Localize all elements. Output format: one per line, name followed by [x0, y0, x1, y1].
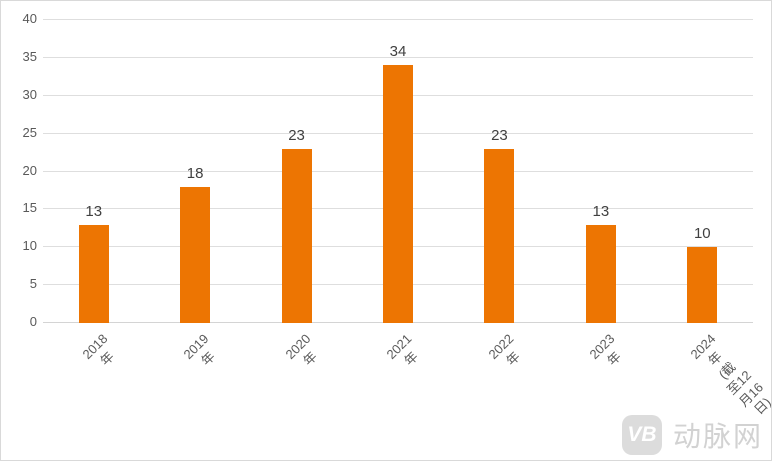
x-axis-label: 2019年: [180, 331, 219, 369]
bar-2020年: [281, 148, 312, 323]
gridline: [43, 19, 753, 20]
x-axis-label: 2021年: [383, 331, 421, 369]
y-axis-tick-label: 35: [22, 48, 37, 64]
x-axis-label: 2022年: [484, 331, 523, 369]
x-axis-label: 2020年: [282, 331, 320, 369]
bar-2023年: [585, 224, 616, 323]
gridline: [43, 56, 753, 58]
bar-value-label: 13: [592, 202, 610, 220]
bar-2019年: [180, 186, 211, 323]
y-axis-tick-label: 15: [22, 200, 37, 216]
y-axis-tick-label: 5: [29, 276, 37, 292]
y-axis-tick-label: 40: [22, 11, 37, 26]
bar-2022年: [484, 148, 515, 323]
x-axis-label: 2023年: [586, 331, 624, 369]
vbdata-logo-icon: VB: [621, 415, 662, 455]
plot-area: 13 18 23 34 23 13 10: [43, 19, 753, 323]
bar-value-label: 23: [288, 126, 305, 144]
bar-value-label: 34: [389, 43, 407, 61]
bar-value-label: 13: [85, 202, 103, 220]
watermark-text: 动脉网: [672, 421, 763, 452]
bar-value-label: 18: [186, 164, 204, 182]
y-axis-tick-label: 25: [22, 124, 37, 140]
x-axis-label: 2024年 (截至12月16日): [687, 331, 772, 418]
bar-2021年: [383, 65, 413, 323]
y-axis-tick-label: 10: [22, 238, 37, 254]
y-axis-tick-label: 0: [29, 314, 37, 329]
bar-value-label: 10: [693, 225, 711, 243]
y-axis-tick-label: 30: [22, 86, 37, 102]
bar-2024年: [687, 247, 718, 323]
watermark: VB 动脉网: [621, 415, 763, 455]
bar-2018年: [78, 224, 109, 323]
x-axis-label: 2018年: [79, 331, 117, 369]
bar-value-label: 23: [491, 126, 508, 144]
y-axis-tick-label: 20: [22, 162, 37, 178]
